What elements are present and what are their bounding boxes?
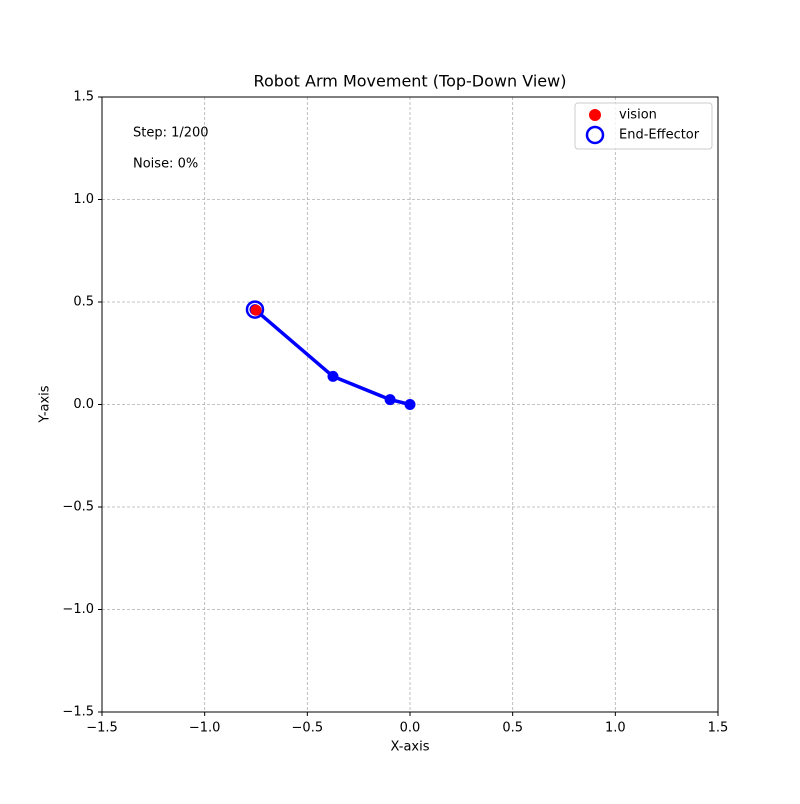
legend-marker <box>589 109 601 121</box>
y-tick-label: 1.0 <box>73 192 94 207</box>
y-tick-label: 0.5 <box>73 295 94 310</box>
arm-line <box>253 308 411 407</box>
x-tick-label: −0.5 <box>292 721 324 736</box>
arm-joint <box>384 394 396 406</box>
y-tick-label: −1.5 <box>62 705 94 720</box>
legend-label: End-Effector <box>619 128 700 143</box>
annotation: Step: 1/200 <box>133 126 209 141</box>
plot-frame <box>101 96 719 713</box>
arm-joint <box>404 399 416 410</box>
annotation: Noise: 0% <box>133 157 198 172</box>
vision-point <box>250 304 262 316</box>
chart-title: Robot Arm Movement (Top-Down View) <box>254 72 567 91</box>
legend-box <box>574 102 713 150</box>
y-tick-label: 0.0 <box>73 397 94 412</box>
y-tick-label: −0.5 <box>62 500 94 515</box>
x-tick-label: −1.0 <box>189 721 221 736</box>
x-tick-label: 0.5 <box>502 721 523 736</box>
arm-joint <box>327 370 339 382</box>
x-tick-label: 1.0 <box>605 721 626 736</box>
x-axis-label: X-axis <box>391 740 430 755</box>
legend-label: vision <box>619 108 657 123</box>
y-tick-label: −1.0 <box>62 602 94 617</box>
y-axis-label: Y-axis <box>38 385 53 423</box>
legend-marker <box>585 125 605 145</box>
y-tick-label: 1.5 <box>73 90 94 105</box>
x-tick-label: −1.5 <box>86 721 118 736</box>
x-tick-label: 0.0 <box>400 721 421 736</box>
x-tick-label: 1.5 <box>708 721 729 736</box>
end-effector <box>245 300 265 319</box>
